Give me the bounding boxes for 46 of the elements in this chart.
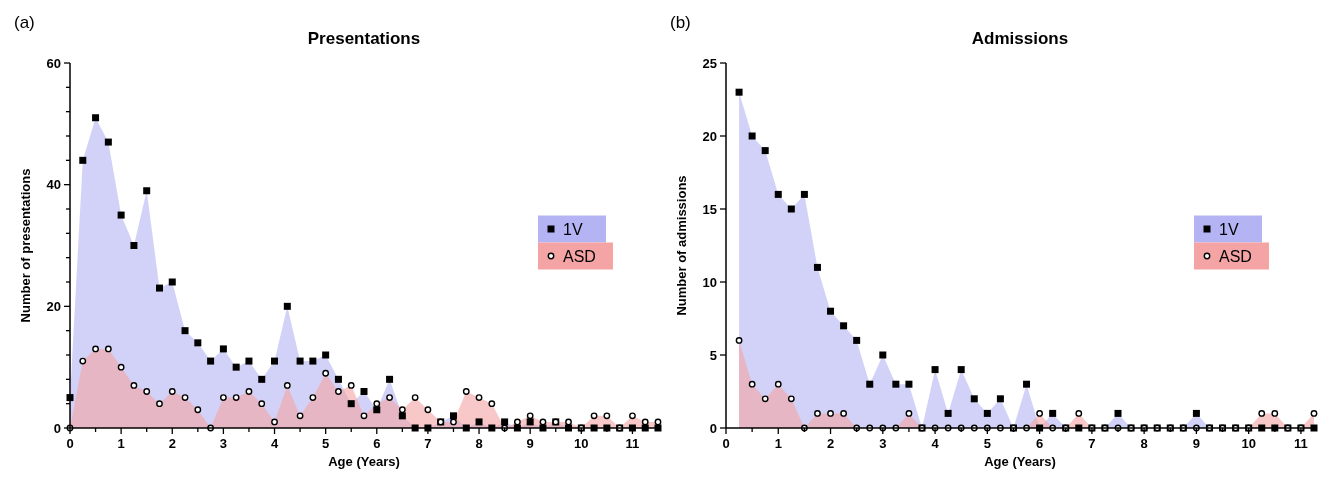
chart-title: Admissions	[971, 29, 1068, 48]
x-tick-label: 0	[721, 436, 730, 451]
x-tick-label: 0	[66, 436, 74, 451]
x-tick-label: 3	[219, 436, 228, 451]
y-tick-label: 25	[702, 55, 717, 71]
x-tick-label: 10	[1240, 436, 1256, 451]
x-tick-label: 1	[117, 436, 125, 451]
x-axis-title: Age (Years)	[328, 454, 400, 469]
x-tick-label: 10	[574, 436, 589, 451]
x-tick-label: 3	[878, 436, 886, 451]
x-tick-label: 4	[930, 436, 939, 451]
text: (b)	[669, 13, 691, 32]
y-tick-label: 20	[702, 128, 717, 144]
x-tick-label: 5	[983, 436, 991, 451]
y-tick-label: 15	[702, 201, 717, 217]
x-axis-title: Age (Years)	[983, 454, 1056, 469]
x-tick-label: 8	[1140, 436, 1148, 451]
legend-label: ASD	[1218, 247, 1252, 265]
x-tick-label: 7	[424, 436, 432, 451]
y-tick-label: 0	[709, 420, 717, 436]
chart-title: Presentations	[307, 29, 421, 48]
y-axis-title: Number of admissions	[673, 175, 689, 316]
y-tick-label: 40	[46, 177, 61, 193]
legend-label: 1V	[1218, 220, 1239, 238]
y-tick-label: 5	[709, 347, 717, 363]
x-tick-label: 4	[270, 436, 279, 451]
x-tick-label: 2	[168, 436, 176, 451]
y-axis-title: Number of presentations	[18, 168, 33, 323]
text: (a)	[14, 13, 35, 32]
legend-label: 1V	[563, 220, 583, 238]
x-tick-label: 9	[526, 436, 534, 451]
x-tick-label: 7	[1087, 436, 1095, 451]
x-tick-label: 2	[826, 436, 834, 451]
x-tick-label: 6	[1035, 436, 1043, 451]
x-tick-label: 11	[1293, 436, 1308, 451]
y-tick-label: 0	[53, 420, 61, 436]
y-tick-label: 20	[46, 298, 61, 314]
x-tick-label: 8	[475, 436, 483, 451]
y-tick-label: 10	[702, 274, 717, 290]
x-tick-label: 11	[625, 436, 640, 451]
x-tick-label: 1	[774, 436, 782, 451]
x-tick-label: 9	[1192, 436, 1200, 451]
legend-label: ASD	[563, 247, 596, 265]
x-tick-label: 6	[373, 436, 381, 451]
x-tick-label: 5	[322, 436, 330, 451]
y-tick-label: 60	[46, 55, 61, 71]
